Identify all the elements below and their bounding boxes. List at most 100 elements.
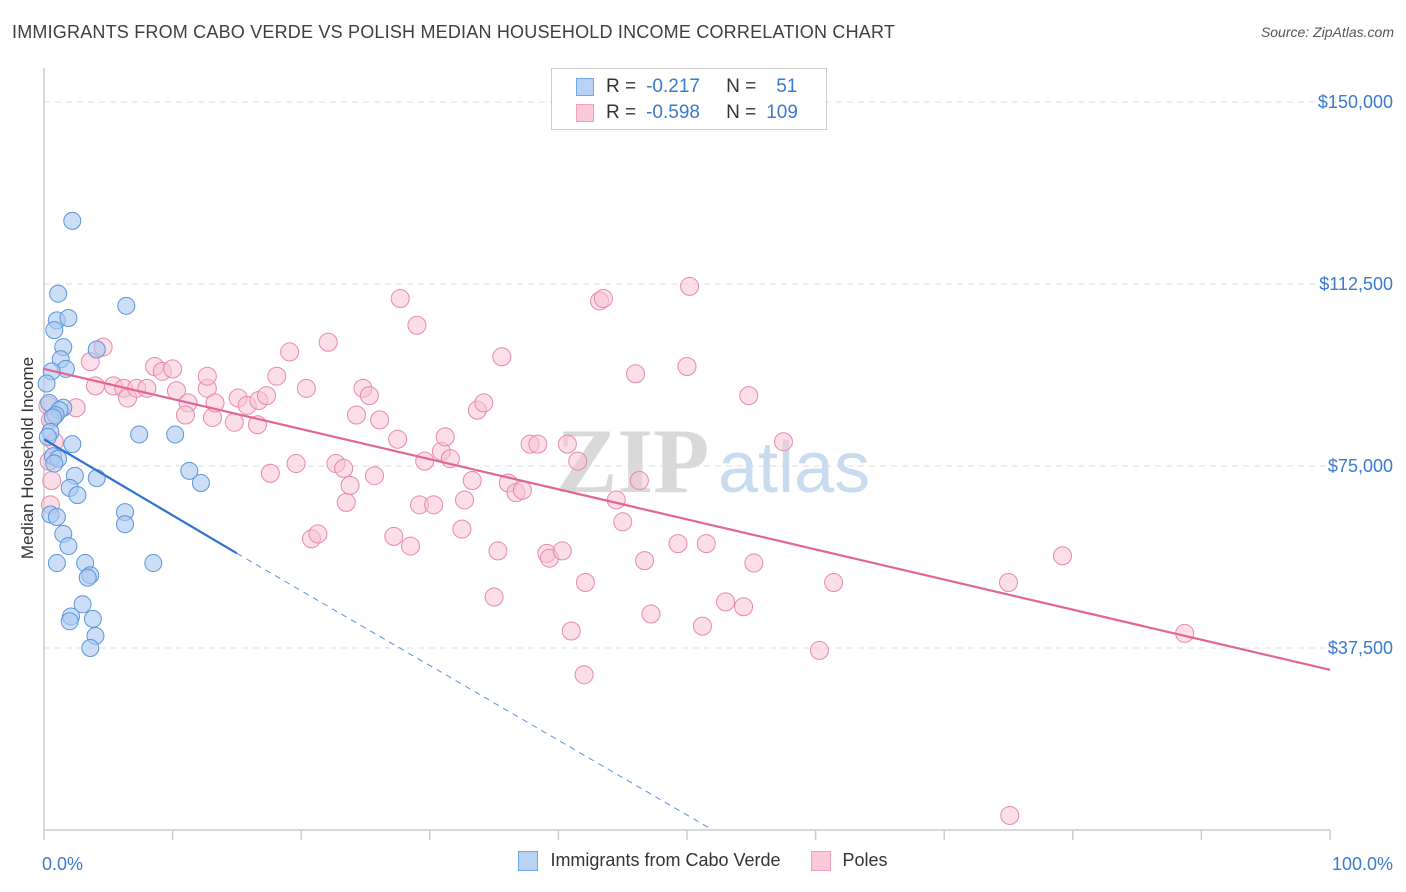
series-legend: Immigrants from Cabo Verde Poles [0,850,1406,871]
x-tick-label: 100.0% [1332,854,1393,874]
r-value: -0.217 [646,76,700,97]
poles-point [296,378,316,398]
n-value: 51 [776,76,798,97]
legend-item-poles[interactable]: Poles [810,850,888,871]
poles-point [280,342,300,362]
poles-point [346,405,366,425]
watermark: ZIP atlas [556,410,870,512]
cabo-verde-point [81,638,100,657]
cabo-verde-points [37,211,210,657]
cabo-verde-point [144,554,163,573]
stats-row-poles: R = -0.598 N = 109 [576,101,798,125]
poles-point [455,490,475,510]
stats-row-cabo-verde: R = -0.217 N = 51 [576,75,797,99]
cabo-verde-point [63,211,82,230]
poles-point [401,536,421,556]
cabo-verde-point [87,340,106,359]
poles-point [415,451,435,471]
cabo-verde-point [60,612,79,631]
poles-point [561,621,581,641]
poles-point [256,386,276,406]
poles-point [388,429,408,449]
poles-point [692,616,712,636]
cabo-verde-point [37,374,56,393]
cabo-verde-point [73,595,92,614]
cabo-verde-trend-line [43,438,238,555]
cabo-verde-point [78,568,97,587]
poles-point [359,386,379,406]
cabo-verde-point [38,427,57,446]
poles-trend-line [43,367,1331,671]
poles-point [462,471,482,491]
poles-point [552,541,572,561]
y-tick-label: $112,500 [1319,274,1393,294]
poles-point [575,572,595,592]
cabo-verde-point [47,507,66,526]
r-value: -0.598 [646,102,700,123]
poles-point [318,332,338,352]
poles-point [635,551,655,571]
poles-point [308,524,328,544]
axes [43,68,1331,840]
source-note: Source: ZipAtlas.com [1260,24,1394,40]
poles-point [424,495,444,515]
poles-point [629,471,649,491]
tick-labels: $37,500 $75,000 $112,500 $150,000 0.0% 100.0% [42,92,1393,874]
cabo-verde-point [47,554,66,573]
poles-point [340,475,360,495]
cabo-verde-point [117,296,136,315]
legend-item-cabo-verde[interactable]: Immigrants from Cabo Verde [518,850,781,871]
cabo-verde-point [45,321,64,340]
poles-point [809,640,829,660]
legend-label-poles: Poles [842,850,888,870]
poles-point [574,665,594,685]
poles-point [734,597,754,617]
n-label: N = [726,76,757,97]
poles-point [452,519,472,539]
cabo-verde-point [83,609,102,628]
poles-point [384,526,404,546]
poles-point [1000,805,1020,825]
poles-point [390,289,410,309]
cabo-verde-point [49,284,68,303]
poles-point [824,572,844,592]
poles-point [739,386,759,406]
stats-swatch-cabo-verde [576,78,594,96]
poles-point [716,592,736,612]
poles-point [626,364,646,384]
poles-point [163,359,183,379]
poles-point [613,512,633,532]
cabo-verde-point [68,486,87,505]
poles-point [267,366,287,386]
poles-point [260,463,280,483]
poles-point [334,458,354,478]
cabo-verde-point [59,308,78,327]
poles-point [677,356,697,376]
y-tick-label: $75,000 [1328,456,1393,476]
watermark-atlas: atlas [718,428,870,508]
poles-point [773,432,793,452]
chart-title: IMMIGRANTS FROM CABO VERDE VS POLISH MED… [12,22,896,42]
poles-point [1053,546,1073,566]
poles-point [668,534,688,554]
cabo-verde-point [166,425,185,444]
poles-points [38,276,1195,825]
poles-point [641,604,661,624]
cabo-verde-point [59,537,78,556]
poles-point [336,492,356,512]
cabo-verde-point [130,425,149,444]
poles-point [286,454,306,474]
n-label: N = [726,102,757,123]
poles-point [407,315,427,335]
n-value: 109 [766,102,798,123]
legend-swatch-poles [810,850,831,871]
poles-point [370,410,390,430]
trend-lines [43,367,1331,831]
poles-point [474,393,494,413]
y-tick-label: $150,000 [1318,92,1393,112]
stats-legend: R = -0.217 N = 51 R = -0.598 N = 109 [551,68,827,130]
poles-point [606,490,626,510]
poles-point [484,587,504,607]
poles-point [999,572,1018,592]
poles-point [744,553,764,573]
